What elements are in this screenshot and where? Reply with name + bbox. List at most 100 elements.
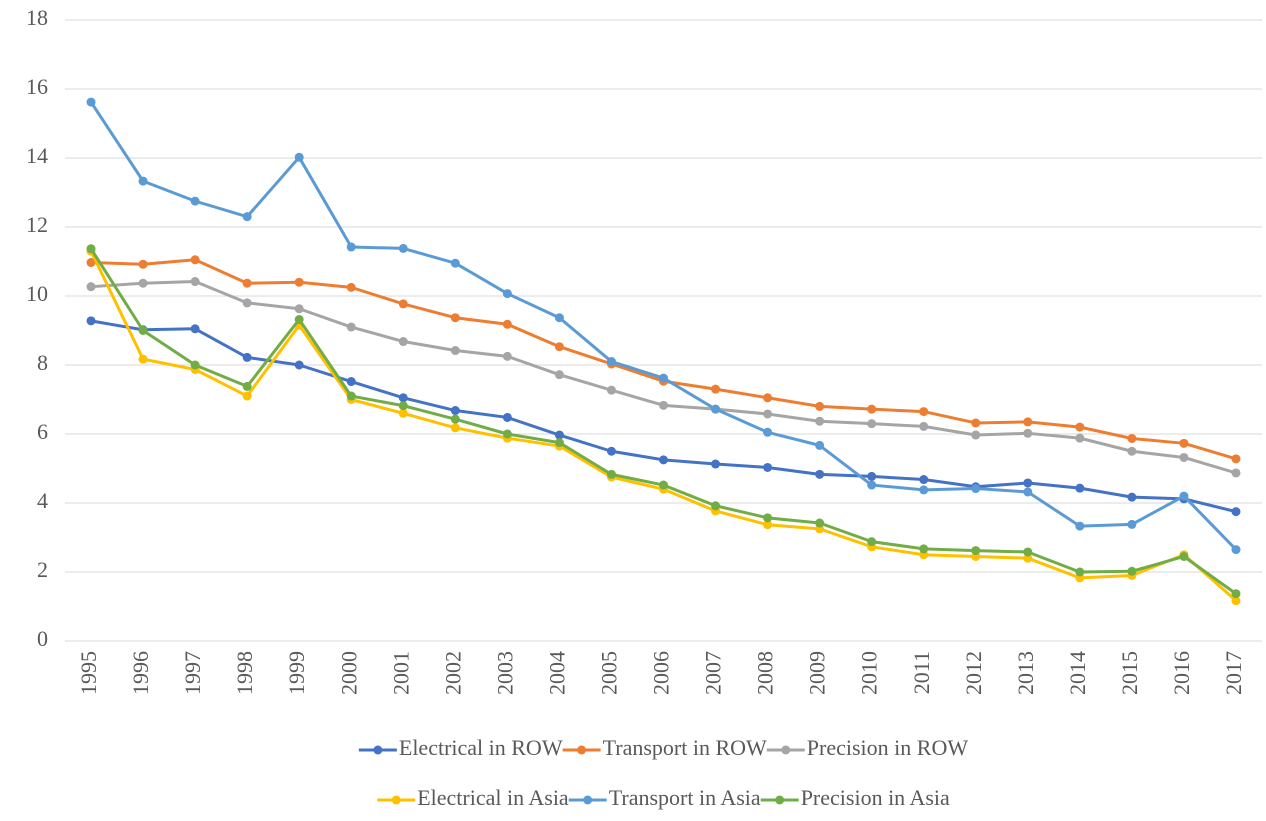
data-point [763, 462, 773, 472]
data-point [919, 407, 929, 417]
data-point [867, 404, 877, 414]
x-tick-label: 2000 [336, 651, 361, 695]
data-point [763, 513, 773, 523]
x-tick-label: 2014 [1065, 651, 1090, 695]
data-point [346, 242, 356, 252]
legend-label: Electrical in Asia [417, 785, 569, 810]
data-point [86, 316, 96, 326]
data-point [450, 346, 460, 356]
legend-marker [577, 745, 587, 755]
x-tick-label: 2003 [492, 651, 517, 695]
x-tick-label: 2009 [805, 651, 830, 695]
data-point [1127, 433, 1137, 443]
data-point [294, 152, 304, 162]
data-point [450, 423, 460, 433]
y-tick-label: 8 [37, 350, 48, 375]
data-point [606, 446, 616, 456]
data-point [763, 409, 773, 419]
data-point [294, 314, 304, 324]
x-tick-label: 2015 [1117, 651, 1142, 695]
x-tick-label: 2007 [701, 651, 726, 695]
data-point [1231, 468, 1241, 478]
data-point [294, 277, 304, 287]
data-point [711, 384, 721, 394]
series-line [89, 247, 1237, 595]
y-tick-label: 0 [37, 626, 48, 651]
data-point [1075, 483, 1085, 493]
data-point [398, 401, 408, 411]
data-point [711, 501, 721, 511]
data-point [1075, 521, 1085, 531]
data-point [1179, 452, 1189, 462]
data-point [346, 377, 356, 387]
data-point [711, 404, 721, 414]
y-tick-label: 14 [26, 143, 48, 168]
data-point [1231, 596, 1241, 606]
data-point [346, 391, 356, 401]
data-point [190, 360, 200, 370]
x-tick-label: 2006 [649, 651, 674, 695]
legend-label: Precision in Asia [801, 785, 950, 810]
data-point [190, 196, 200, 206]
y-tick-label: 18 [26, 5, 48, 30]
data-point [1023, 547, 1033, 557]
x-tick-label: 2008 [753, 651, 778, 695]
data-point [242, 278, 252, 288]
x-tick-label: 2010 [857, 651, 882, 695]
data-point [138, 259, 148, 269]
data-point [1179, 551, 1189, 561]
data-point [659, 480, 668, 490]
x-tick-label: 2011 [909, 651, 934, 694]
data-point [1075, 422, 1085, 432]
data-point [815, 416, 825, 426]
data-point [606, 357, 616, 367]
data-point [1179, 438, 1189, 448]
data-point [919, 544, 929, 554]
x-tick-label: 2004 [544, 651, 569, 695]
data-point [1127, 446, 1137, 456]
data-point [86, 258, 96, 268]
x-tick-label: 2013 [1013, 651, 1038, 695]
data-point [86, 244, 96, 254]
data-point [1023, 428, 1033, 438]
data-point [554, 313, 564, 323]
data-point [867, 419, 877, 429]
x-tick-label: 1999 [284, 651, 309, 695]
legend-marker [781, 745, 791, 755]
x-tick-label: 2017 [1221, 651, 1246, 695]
data-point [502, 412, 512, 422]
data-point [242, 212, 252, 222]
data-point [815, 401, 825, 411]
data-point [242, 381, 252, 391]
data-point [294, 360, 304, 370]
data-point [138, 176, 148, 186]
data-point [554, 438, 564, 448]
data-point [711, 459, 721, 469]
data-point [867, 471, 877, 481]
data-point [86, 282, 96, 292]
data-point [398, 408, 408, 418]
data-point [138, 326, 148, 335]
data-point [971, 418, 981, 428]
data-point [815, 440, 825, 450]
data-point [554, 342, 564, 352]
data-point [554, 370, 564, 380]
data-point [659, 373, 668, 383]
data-point [815, 469, 825, 479]
data-point [867, 480, 877, 490]
legend-marker [775, 795, 785, 805]
data-point [86, 97, 96, 107]
data-point [138, 354, 148, 364]
x-tick-label: 1995 [76, 651, 101, 695]
data-point [1231, 589, 1241, 599]
data-point [1023, 553, 1033, 563]
data-point [606, 469, 616, 479]
data-point [1023, 487, 1033, 497]
data-point [919, 475, 929, 485]
x-tick-label: 1996 [128, 651, 153, 695]
data-point [398, 337, 408, 347]
data-point [1127, 519, 1137, 529]
data-point [867, 537, 877, 547]
data-point [815, 518, 825, 528]
data-point [763, 393, 773, 403]
